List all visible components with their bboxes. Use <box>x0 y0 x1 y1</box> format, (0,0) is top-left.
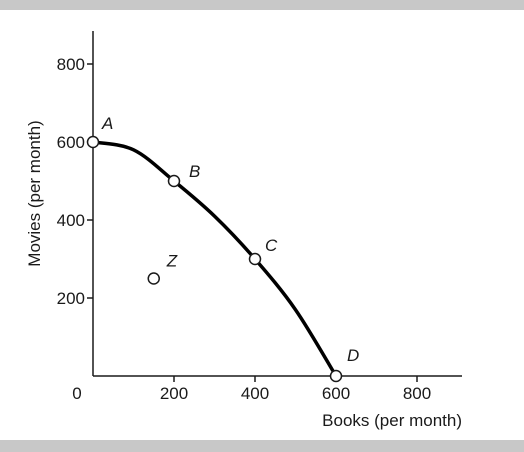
bottom-border-band <box>0 440 524 452</box>
point-a-label: A <box>101 114 113 133</box>
point-c-label: C <box>265 236 278 255</box>
x-tick-label: 200 <box>160 384 188 403</box>
y-tick-label: 400 <box>57 211 85 230</box>
y-tick-label: 600 <box>57 133 85 152</box>
x-tick-label: 400 <box>241 384 269 403</box>
point-b-marker <box>167 174 181 188</box>
y-ticks: 200 400 600 800 <box>57 55 93 308</box>
y-tick-label: 800 <box>57 55 85 74</box>
origin-label: 0 <box>72 384 81 403</box>
x-tick-label: 600 <box>322 384 350 403</box>
data-points: A B C D Z <box>86 114 359 383</box>
point-z-marker <box>147 272 160 285</box>
y-tick-label: 200 <box>57 289 85 308</box>
point-a-marker <box>86 135 100 149</box>
top-border-band <box>0 0 524 10</box>
x-tick-label: 800 <box>403 384 431 403</box>
point-b-label: B <box>189 162 200 181</box>
ppf-curve <box>91 140 338 378</box>
x-axis-title: Books (per month) <box>322 411 462 430</box>
point-d-marker <box>329 369 343 383</box>
point-c-marker <box>248 252 262 266</box>
y-axis-title: Movies (per month) <box>25 120 44 266</box>
x-ticks: 200 400 600 800 <box>160 376 431 403</box>
point-z-label: Z <box>166 252 178 271</box>
point-d-label: D <box>347 346 359 365</box>
